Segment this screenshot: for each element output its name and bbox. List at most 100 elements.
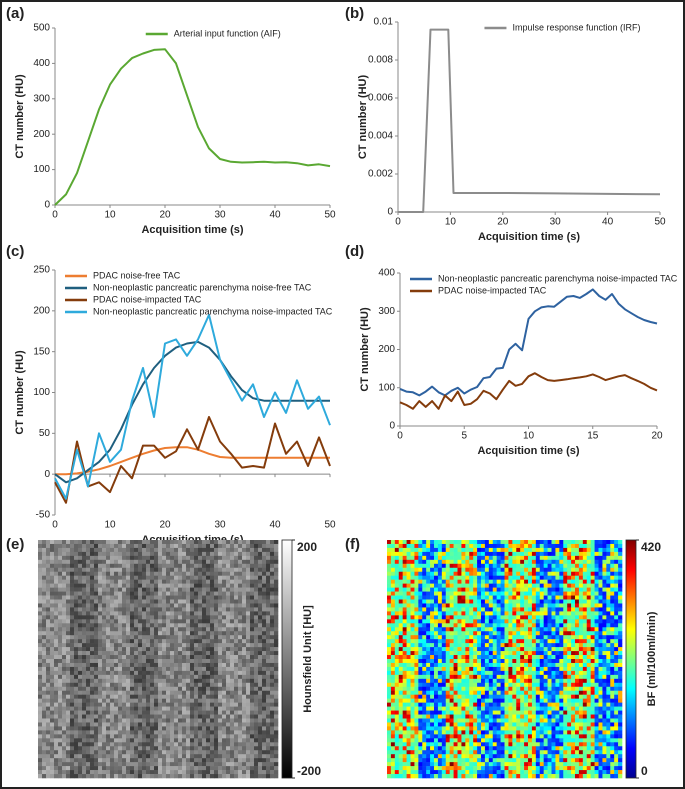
pixel bbox=[387, 547, 392, 553]
pixel bbox=[543, 559, 548, 565]
pixel bbox=[528, 579, 533, 584]
pixel bbox=[210, 702, 215, 707]
pixel bbox=[602, 555, 607, 561]
pixel bbox=[434, 567, 439, 573]
pixel bbox=[531, 575, 537, 580]
pixel bbox=[122, 563, 127, 569]
pixel bbox=[218, 659, 223, 664]
pixel bbox=[70, 762, 75, 767]
pixel bbox=[170, 575, 175, 580]
pixel bbox=[90, 639, 95, 644]
pixel bbox=[555, 607, 560, 612]
pixel bbox=[102, 651, 107, 656]
pixel bbox=[426, 547, 431, 553]
pixel bbox=[578, 619, 584, 624]
pixel bbox=[242, 635, 247, 640]
pixel bbox=[250, 666, 255, 672]
pixel bbox=[262, 647, 267, 652]
pixel bbox=[266, 647, 271, 652]
pixel bbox=[158, 607, 163, 612]
pixel bbox=[130, 607, 135, 612]
pixel bbox=[54, 635, 59, 640]
pixel bbox=[66, 639, 71, 644]
pixel bbox=[146, 623, 151, 628]
pixel bbox=[66, 746, 71, 751]
pixel bbox=[126, 543, 131, 549]
pixel bbox=[170, 583, 175, 588]
pixel bbox=[174, 623, 179, 628]
pixel bbox=[258, 587, 263, 592]
pixel bbox=[238, 670, 243, 676]
pixel bbox=[437, 575, 443, 580]
pixel bbox=[547, 619, 552, 624]
pixel bbox=[110, 694, 115, 699]
pixel bbox=[74, 742, 79, 747]
pixel bbox=[477, 547, 482, 553]
pixel bbox=[146, 635, 151, 640]
x-tick-label: 0 bbox=[395, 217, 401, 228]
pixel bbox=[182, 662, 187, 668]
pixel bbox=[70, 603, 75, 608]
pixel bbox=[166, 734, 171, 739]
pixel bbox=[138, 611, 143, 616]
pixel bbox=[130, 595, 135, 600]
pixel bbox=[610, 591, 615, 596]
pixel bbox=[234, 603, 239, 608]
pixel bbox=[445, 543, 450, 549]
pixel bbox=[484, 579, 490, 584]
pixel bbox=[210, 750, 215, 755]
pixel bbox=[262, 694, 267, 699]
pixel bbox=[126, 563, 131, 569]
pixel bbox=[174, 603, 179, 608]
pixel bbox=[178, 611, 183, 616]
pixel bbox=[274, 579, 279, 584]
pixel bbox=[70, 718, 75, 723]
pixel bbox=[258, 670, 263, 676]
pixel bbox=[618, 563, 623, 569]
pixel bbox=[94, 726, 99, 731]
pixel bbox=[174, 655, 179, 660]
pixel bbox=[222, 540, 227, 545]
pixel bbox=[118, 738, 123, 743]
pixel bbox=[543, 547, 548, 553]
pixel bbox=[234, 702, 239, 707]
pixel bbox=[477, 543, 482, 549]
pixel bbox=[258, 635, 263, 640]
pixel bbox=[602, 595, 607, 600]
pixel bbox=[166, 722, 171, 727]
pixel bbox=[106, 599, 111, 604]
pixel bbox=[206, 567, 211, 573]
pixel bbox=[250, 619, 255, 624]
pixel bbox=[54, 599, 59, 604]
pixel bbox=[198, 543, 203, 549]
pixel bbox=[230, 702, 235, 707]
pixel bbox=[258, 686, 263, 692]
pixel bbox=[387, 595, 392, 600]
pixel bbox=[186, 706, 191, 711]
pixel bbox=[441, 559, 447, 565]
pixel bbox=[528, 543, 533, 549]
pixel bbox=[551, 611, 556, 616]
pixel bbox=[492, 575, 497, 580]
pixel bbox=[62, 643, 67, 648]
pixel bbox=[410, 591, 415, 596]
pixel bbox=[504, 611, 509, 616]
pixel bbox=[134, 710, 139, 715]
pixel bbox=[461, 543, 466, 549]
pixel bbox=[162, 742, 167, 747]
pixel bbox=[274, 690, 279, 695]
pixel bbox=[234, 543, 239, 549]
pixel bbox=[214, 631, 219, 636]
pixel bbox=[94, 766, 99, 771]
pixel bbox=[90, 559, 95, 565]
pixel bbox=[234, 706, 239, 711]
pixel bbox=[488, 551, 494, 557]
pixel bbox=[46, 666, 51, 672]
pixel bbox=[218, 651, 223, 656]
pixel bbox=[551, 587, 556, 592]
pixel bbox=[250, 698, 255, 703]
pixel bbox=[134, 555, 139, 561]
pixel bbox=[194, 611, 199, 616]
pixel bbox=[262, 690, 267, 695]
pixel bbox=[118, 559, 123, 565]
